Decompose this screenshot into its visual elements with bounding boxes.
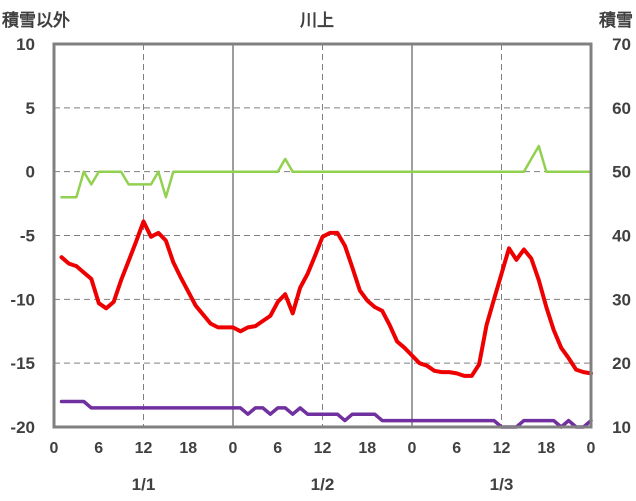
x-tick: 18 bbox=[179, 440, 197, 457]
y-tick-left: 0 bbox=[26, 163, 35, 182]
y-tick-right: 40 bbox=[612, 227, 631, 246]
y-tick-left: -5 bbox=[20, 227, 35, 246]
x-tick: 0 bbox=[229, 440, 238, 457]
date-labels: 1/1 1/2 1/3 bbox=[132, 475, 514, 494]
x-tick: 0 bbox=[50, 440, 59, 457]
y-tick-right: 10 bbox=[612, 418, 631, 437]
x-tick: 6 bbox=[94, 440, 103, 457]
right-axis-title: 積雪 bbox=[599, 10, 633, 30]
x-tick: 12 bbox=[493, 440, 511, 457]
precipitation-line bbox=[60, 144, 593, 199]
date-label: 1/2 bbox=[311, 475, 335, 494]
y-tick-left: -20 bbox=[10, 418, 35, 437]
date-label: 1/3 bbox=[490, 475, 514, 494]
y-tick-left: -15 bbox=[10, 354, 35, 373]
y-tick-right: 30 bbox=[612, 290, 631, 309]
y-tick-right: 60 bbox=[612, 99, 631, 118]
temperature-line bbox=[59, 219, 593, 378]
y-axis-right: 70 60 50 40 30 20 10 bbox=[612, 35, 631, 437]
date-label: 1/1 bbox=[132, 475, 156, 494]
chart-title: 川上 bbox=[299, 11, 334, 30]
x-tick: 6 bbox=[273, 440, 282, 457]
x-tick: 18 bbox=[537, 440, 555, 457]
y-tick-left: 5 bbox=[26, 99, 35, 118]
y-axis-left: 10 5 0 -5 -10 -15 -20 bbox=[10, 35, 35, 437]
y-tick-right: 50 bbox=[612, 163, 631, 182]
x-tick: 0 bbox=[587, 440, 596, 457]
y-tick-left: 10 bbox=[16, 35, 35, 54]
y-tick-right: 70 bbox=[612, 35, 631, 54]
x-tick: 0 bbox=[408, 440, 417, 457]
plot-frame bbox=[52, 42, 593, 429]
snow-depth-line bbox=[59, 399, 593, 429]
x-tick: 18 bbox=[358, 440, 376, 457]
y-tick-left: -10 bbox=[10, 290, 35, 309]
left-axis-title: 積雪以外 bbox=[2, 10, 70, 30]
x-tick: 12 bbox=[135, 440, 153, 457]
series-layer bbox=[59, 144, 593, 429]
x-axis: 0 6 12 18 0 6 12 18 0 6 12 18 0 bbox=[50, 440, 596, 457]
y-tick-right: 20 bbox=[612, 354, 631, 373]
x-tick: 12 bbox=[314, 440, 332, 457]
x-tick: 6 bbox=[452, 440, 461, 457]
